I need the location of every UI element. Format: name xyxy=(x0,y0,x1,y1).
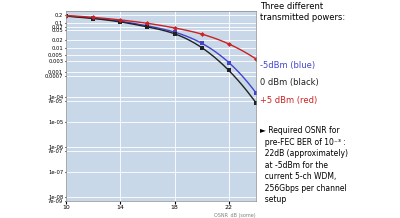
Text: OSNR_dB (some): OSNR_dB (some) xyxy=(214,212,256,218)
Text: -5dBm (blue): -5dBm (blue) xyxy=(260,61,315,70)
Text: ► Required OSNR for
  pre-FEC BER of 10⁻³ :
  22dB (approximately)
  at -5dBm fo: ► Required OSNR for pre-FEC BER of 10⁻³ … xyxy=(260,126,348,204)
Text: Three different
transmitted powers:: Three different transmitted powers: xyxy=(260,2,345,22)
Text: +5 dBm (red): +5 dBm (red) xyxy=(260,96,317,105)
Text: 0 dBm (black): 0 dBm (black) xyxy=(260,78,319,87)
